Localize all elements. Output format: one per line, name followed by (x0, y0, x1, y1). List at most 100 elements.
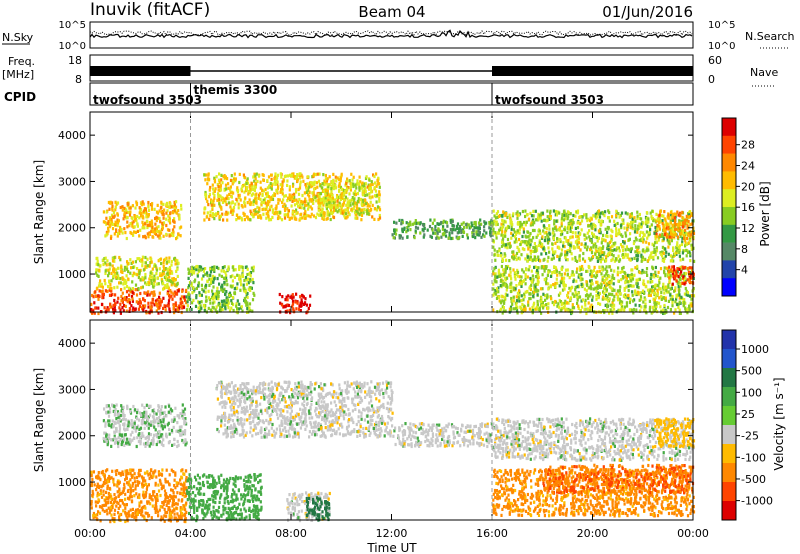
power-cell-r5 (254, 181, 257, 185)
power-cell-r5 (376, 205, 380, 209)
power-cell-r3 (249, 279, 252, 283)
power-cell-r6 (343, 189, 346, 193)
power-cell-r2 (142, 209, 146, 213)
power-cell-r3 (232, 302, 235, 307)
power-cell-r6 (325, 191, 328, 195)
nsky-label: N.Sky (2, 31, 34, 44)
power-cell-r1 (104, 261, 107, 265)
power-cell-r9 (532, 236, 535, 240)
power-cell-r1 (126, 267, 129, 271)
power-cell-r9 (635, 245, 638, 249)
power-cell-r9 (667, 245, 670, 249)
power-cell-r5 (271, 210, 274, 214)
power-cell-r5 (218, 202, 221, 206)
power-cell-r1 (107, 274, 110, 278)
power-cell-r7 (457, 227, 460, 231)
power-cell-r3 (191, 267, 194, 271)
power-cell-r8 (539, 287, 543, 291)
power-cell-r8 (666, 305, 670, 310)
power-cell-r3 (251, 309, 254, 313)
power-cell-r1 (95, 287, 98, 291)
power-cell-r3 (191, 291, 194, 295)
power-cell-r1 (113, 273, 116, 277)
power-cell-r8 (531, 274, 534, 278)
power-cell-r8 (616, 294, 620, 298)
power-cell-r9 (619, 224, 623, 228)
power-cell-r9 (648, 225, 652, 229)
power-cell-r8 (675, 293, 678, 297)
power-cell-r10 (661, 222, 664, 226)
power-cell-r9 (537, 255, 540, 259)
power-cell-r9 (673, 252, 676, 256)
power-cell-r8 (599, 285, 602, 290)
power-cell-r8 (682, 303, 685, 307)
power-cell-r1 (126, 260, 129, 264)
power-cell-r1 (121, 276, 124, 280)
power-cell-r9 (590, 217, 593, 221)
power-cell-r0 (119, 308, 122, 312)
power-cell-r10 (655, 235, 658, 239)
power-cell-r9 (542, 258, 545, 262)
power-cell-r5 (303, 212, 306, 216)
power-cell-r0 (131, 297, 134, 301)
power-cell-r0 (168, 296, 171, 300)
power-cell-r5 (232, 209, 235, 213)
power-cell-r1 (175, 269, 178, 273)
power-cell-r4 (304, 297, 307, 301)
power-cell-r7 (431, 228, 434, 232)
power-cell-r6 (361, 198, 364, 202)
power-cell-r1 (171, 277, 174, 281)
power-cell-r9 (630, 212, 633, 216)
power-cell-r9 (510, 220, 513, 225)
power-cell-r6 (350, 182, 353, 186)
power-cell-r5 (206, 177, 209, 181)
power-cell-r6 (323, 213, 326, 217)
power-cell-r7 (442, 225, 445, 229)
power-cell-r3 (212, 267, 215, 272)
power-cell-r0 (156, 302, 159, 306)
cpid-segment-label-1: themis 3300 (194, 83, 278, 97)
power-cell-r8 (547, 282, 550, 286)
power-cell-r9 (679, 258, 682, 262)
power-cell-r9 (520, 240, 523, 244)
power-cell-r9 (592, 233, 595, 237)
power-cell-r1 (123, 286, 126, 290)
power-cell-r1 (149, 271, 152, 275)
power-cell-r5 (304, 183, 307, 187)
power-cell-r4 (279, 301, 282, 305)
power-cell-r3 (192, 286, 195, 290)
power-cell-r5 (226, 194, 229, 198)
power-cell-r6 (317, 204, 321, 208)
power-cell-r5 (378, 206, 381, 210)
power-cell-r7 (447, 236, 450, 240)
power-cell-r3 (246, 272, 249, 277)
power-cell-r1 (177, 261, 180, 265)
power-cell-r8 (571, 270, 574, 274)
power-cell-r1 (151, 267, 154, 271)
power-cell-r2 (112, 210, 116, 215)
power-cell-r3 (236, 273, 239, 277)
power-cell-r5 (281, 200, 284, 204)
power-cell-r9 (640, 255, 643, 259)
power-cell-r7 (417, 221, 420, 225)
power-cell-r6 (331, 193, 334, 198)
power-cell-r3 (230, 306, 233, 310)
power-cell-r11 (691, 275, 694, 279)
power-cell-r9 (671, 230, 674, 234)
power-cell-r1 (108, 280, 111, 284)
power-cell-r8 (630, 272, 633, 276)
power-cell-r9 (677, 228, 680, 232)
power-cell-r0 (142, 308, 145, 312)
power-cell-r6 (355, 209, 358, 213)
power-cell-r8 (591, 295, 594, 299)
power-cell-r8 (554, 266, 557, 270)
power-cell-r4 (308, 303, 312, 307)
power-cell-r7 (399, 234, 402, 238)
power-cell-r8 (581, 267, 585, 271)
power-cell-r3 (192, 269, 196, 273)
power-cell-r9 (536, 233, 539, 237)
power-cell-r8 (577, 291, 580, 295)
power-cell-r9 (492, 229, 495, 233)
power-cell-r1 (166, 278, 169, 282)
